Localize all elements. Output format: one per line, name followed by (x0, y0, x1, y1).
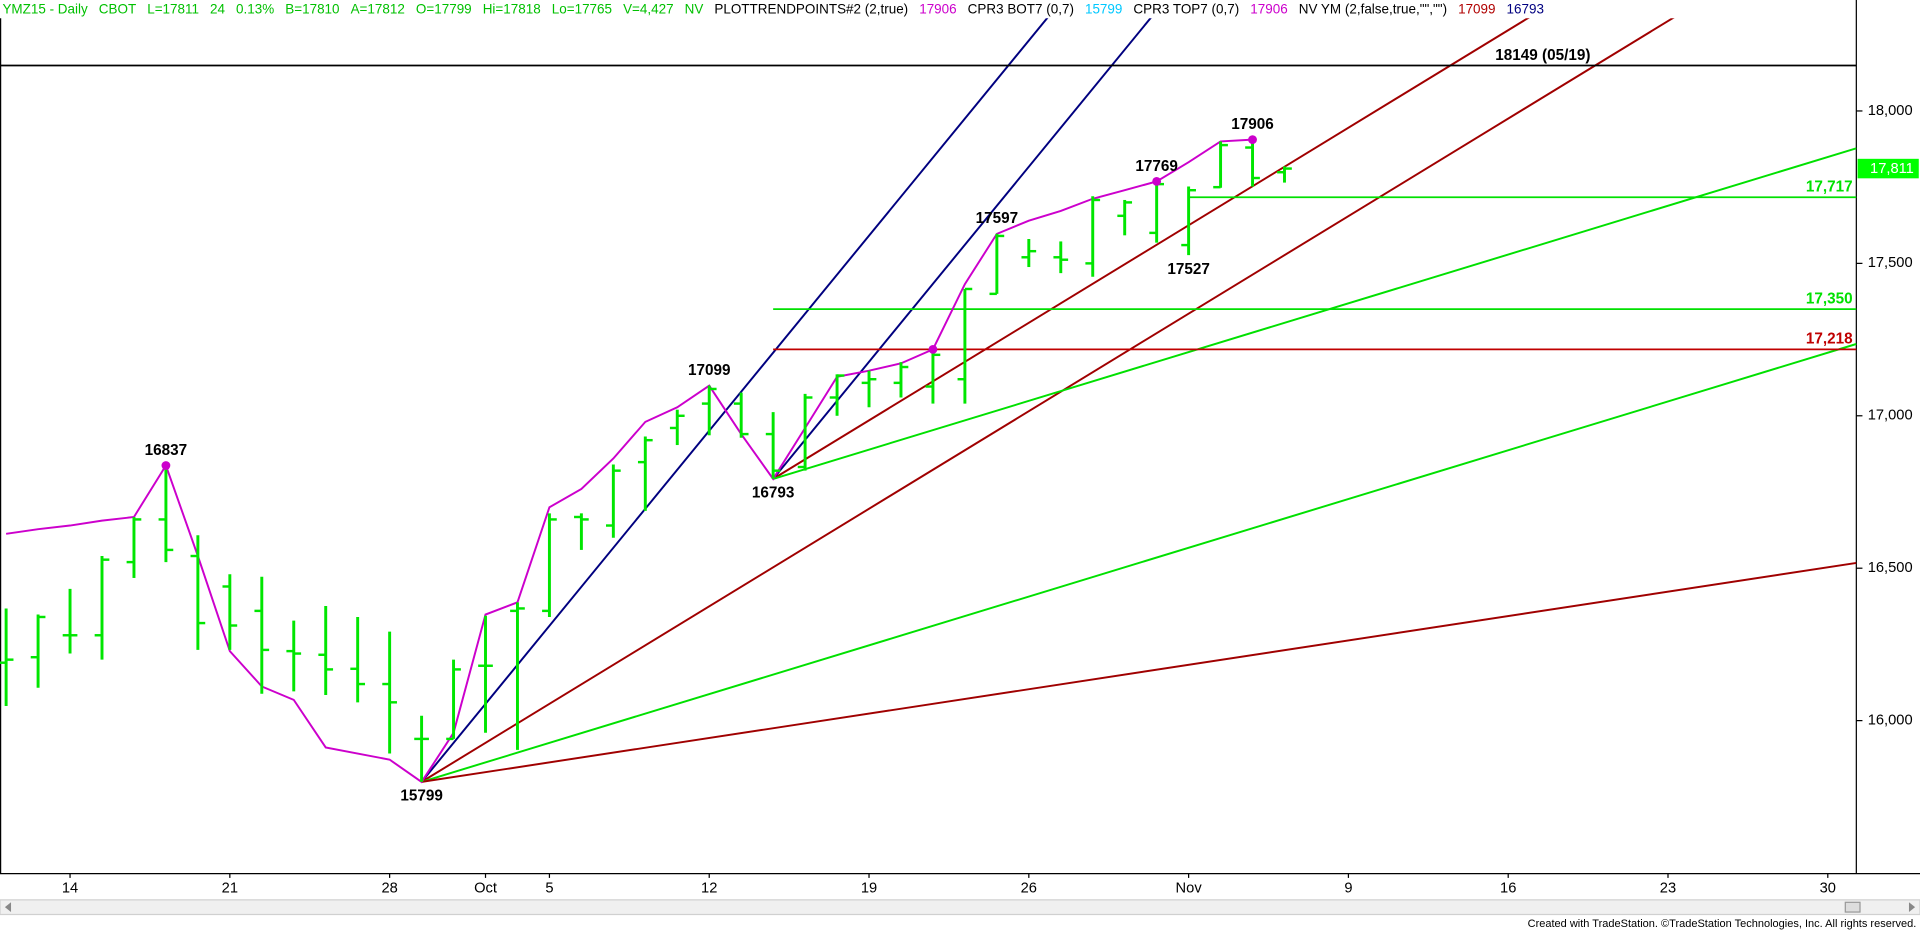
header-segment: PLOTTRENDPOINTS#2 (2,true) (714, 1, 908, 16)
scroll-thumb[interactable] (1844, 901, 1861, 913)
header-segment: NV YM (2,false,true,"","") (1299, 1, 1447, 16)
x-tick-label: 21 (222, 881, 238, 897)
pivot-label: 16793 (752, 485, 795, 502)
pivot-mark (1248, 135, 1257, 145)
scrollbar[interactable] (0, 899, 1920, 916)
y-tick-label: 16,500 (1868, 560, 1913, 576)
pivot-mark (161, 461, 171, 470)
header-segment: CPR3 BOT7 (0,7) (968, 1, 1074, 16)
x-tick-label: 9 (1344, 881, 1352, 897)
pivot-label: 17906 (1231, 116, 1274, 133)
level-label: 17,350 (1806, 290, 1853, 307)
header-segment: 17099 (1458, 1, 1495, 16)
fan-line (421, 561, 1857, 783)
pivot-mark (1152, 176, 1162, 186)
x-tick-label: 26 (1021, 881, 1037, 897)
x-tick-label: 28 (381, 881, 397, 897)
fan-line (421, 18, 1675, 783)
header-segment: 17906 (919, 1, 956, 16)
y-tick-label: 17,000 (1868, 408, 1913, 424)
axes: 16,000 16,500 17,000 17,500 18,000 14 21 28 Oct 5… (62, 47, 1919, 897)
header-segment: NV (685, 1, 704, 16)
footer: Created with TradeStation. ©TradeStation… (1528, 918, 1917, 930)
level-label: 17,717 (1806, 179, 1853, 196)
header: YMZ15 - Daily CBOT L=17811 24 0.13% B=17810 A=… (2, 1, 1544, 16)
y-tick-label: 16,000 (1868, 713, 1913, 729)
header-segment: CBOT (99, 1, 136, 16)
header-segment: CPR3 TOP7 (0,7) (1133, 1, 1239, 16)
pivot-label: 17597 (976, 210, 1019, 227)
header-segment: 0.13% (236, 1, 274, 16)
pivot-label: 17527 (1167, 261, 1210, 278)
pivot-mark (928, 344, 938, 354)
x-tick-label: 12 (701, 881, 717, 897)
header-segment: 16793 (1507, 1, 1544, 16)
pivot-label: 16837 (145, 442, 188, 459)
level-label: 18149 (05/19) (1495, 47, 1590, 64)
header-segment: 17906 (1250, 1, 1287, 16)
x-tick-label: 30 (1820, 881, 1836, 897)
header-segment: 24 (210, 1, 226, 16)
plot-area (0, 18, 1857, 784)
fan-line (420, 18, 1049, 783)
pivot-label: 15799 (400, 788, 443, 805)
header-segment: Hi=17818 (483, 1, 541, 16)
header-segment: B=17810 (285, 1, 339, 16)
x-tick-label: 19 (861, 881, 877, 897)
last-price-box (1857, 158, 1919, 179)
header-segment: A=17812 (351, 1, 405, 16)
x-tick-label: 14 (62, 881, 78, 897)
header-segment: YMZ15 - Daily (2, 1, 88, 16)
fan-line (772, 18, 1152, 480)
x-tick-label: 5 (545, 881, 553, 897)
header-segment: V=4,427 (623, 1, 674, 16)
y-tick-label: 18,000 (1868, 103, 1913, 119)
header-segment: L=17811 (147, 1, 199, 16)
y-tick-label: 17,500 (1868, 255, 1913, 271)
x-tick-label: Oct (474, 881, 497, 897)
fan-line (421, 343, 1857, 783)
pivot-label: 17099 (688, 362, 731, 379)
pivot-line (5, 138, 1253, 784)
last-price-label: 17,811 (1870, 161, 1914, 177)
header-segment: O=17799 (416, 1, 472, 16)
scroll-left[interactable] (4, 902, 12, 913)
x-tick-label: Nov (1176, 881, 1203, 897)
scroll-right[interactable] (1908, 902, 1916, 913)
fan-line (772, 147, 1857, 480)
level-label: 17,218 (1806, 331, 1853, 348)
x-tick-label: 23 (1660, 881, 1676, 897)
header-segment: Lo=17765 (552, 1, 612, 16)
header-segment: 15799 (1085, 1, 1122, 16)
fan-line (772, 18, 1530, 480)
x-tick-label: 16 (1500, 881, 1516, 897)
pivot-label: 17769 (1135, 158, 1178, 175)
